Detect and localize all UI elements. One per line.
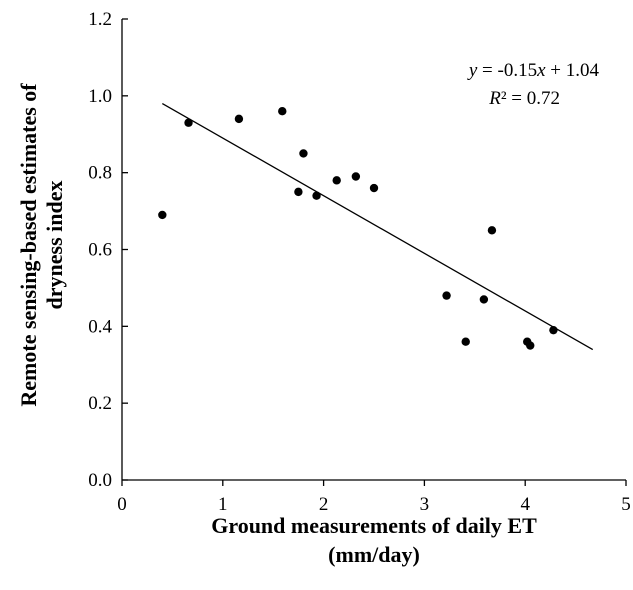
- r2-value: ² = 0.72: [501, 88, 560, 109]
- x-tick-label: 1: [218, 494, 228, 515]
- data-point: [294, 187, 303, 197]
- data-point: [549, 325, 558, 335]
- trendline: [161, 102, 594, 351]
- regression-equation: y = -0.15x + 1.04: [467, 60, 600, 81]
- data-point: [461, 337, 470, 346]
- y-tick-label: 0.6: [88, 240, 112, 261]
- data-point: [332, 176, 341, 185]
- x-tick-label: 5: [621, 494, 631, 515]
- r2-symbol: R: [488, 88, 501, 109]
- y-tick-label: 0.8: [88, 163, 112, 184]
- data-point: [158, 210, 167, 220]
- x-ticks: 0 1 2 3 4 5: [117, 480, 631, 515]
- data-points: [158, 107, 558, 350]
- x-tick-label: 3: [420, 494, 430, 515]
- data-point: [442, 291, 451, 300]
- y-axis-title-line1: Remote sensing-based estimates of: [16, 83, 41, 407]
- data-point: [526, 341, 535, 350]
- y-tick-label: 0.2: [88, 393, 112, 414]
- data-point: [479, 295, 489, 304]
- data-point: [234, 114, 244, 124]
- data-point: [351, 172, 361, 181]
- data-point: [299, 149, 308, 158]
- data-point: [278, 107, 287, 116]
- x-axis-title-line2: (mm/day): [328, 542, 420, 567]
- y-tick-label: 1.2: [88, 9, 112, 30]
- equation-var: x: [536, 60, 546, 81]
- x-tick-label: 2: [319, 494, 329, 515]
- y-ticks: 0.0 0.2 0.4 0.6 0.8 1.0 1.2: [88, 9, 128, 491]
- equation-suffix: + 1.04: [546, 60, 600, 81]
- data-point: [312, 191, 321, 200]
- y-tick-label: 0.4: [88, 316, 112, 337]
- y-tick-label: 1.0: [88, 86, 112, 107]
- equation-prefix: y: [467, 60, 478, 81]
- x-tick-label: 0: [117, 494, 127, 515]
- x-axis-title-line1: Ground measurements of daily ET: [211, 513, 537, 538]
- r-squared: R² = 0.72: [488, 88, 560, 109]
- x-tick-label: 4: [520, 494, 530, 515]
- data-point: [487, 226, 497, 235]
- data-point: [184, 118, 193, 127]
- equation-mid: = -0.15: [477, 60, 537, 81]
- data-point: [369, 183, 379, 193]
- y-tick-label: 0.0: [88, 470, 112, 491]
- y-axis-title-line2: dryness index: [42, 181, 67, 310]
